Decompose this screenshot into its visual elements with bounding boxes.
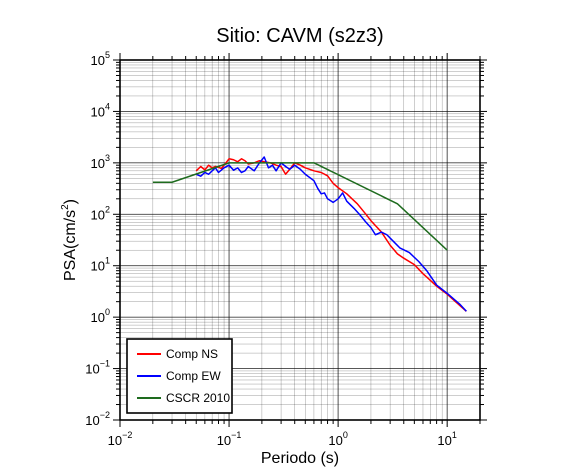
- x-tick-label: 10−1: [217, 430, 242, 448]
- y-axis-label: PSA(cm/s2): [60, 199, 79, 281]
- y-tick-label-exp: −1: [100, 359, 110, 369]
- x-tick-label-base: 10: [108, 433, 122, 448]
- y-tick-label-base: 10: [91, 156, 105, 171]
- x-tick-label-base: 10: [328, 433, 342, 448]
- x-tick-label: 10−2: [108, 430, 133, 448]
- y-tick-label-exp: 5: [105, 50, 110, 60]
- grid: [119, 59, 481, 421]
- plot-frame: [119, 59, 481, 421]
- x-tick-label-base: 10: [437, 433, 451, 448]
- y-tick-label-exp: −2: [100, 410, 110, 420]
- y-tick-label-exp: 1: [105, 256, 110, 266]
- y-tick-label-base: 10: [91, 310, 105, 325]
- y-tick-label-base: 10: [85, 362, 99, 377]
- y-tick-label: 102: [91, 204, 110, 222]
- legend-label-ns: Comp NS: [166, 347, 218, 361]
- legend-label-cscr: CSCR 2010: [166, 391, 230, 405]
- y-tick-label-exp: 3: [105, 153, 110, 163]
- y-tick-label: 103: [91, 153, 110, 171]
- y-tick-label-base: 10: [85, 413, 99, 428]
- legend: Comp NS Comp EW CSCR 2010: [126, 338, 233, 414]
- x-tick-label: 100: [328, 430, 347, 448]
- y-tick-label-base: 10: [91, 259, 105, 274]
- x-axis-label: Periodo (s): [261, 450, 339, 467]
- y-axis-label-close: ): [62, 199, 79, 204]
- y-tick-label: 10−2: [85, 410, 110, 428]
- x-tick-label-exp: 0: [343, 430, 348, 440]
- y-tick-label-exp: 4: [105, 101, 110, 111]
- y-tick-label: 104: [91, 101, 110, 119]
- y-tick-label-exp: 2: [105, 204, 110, 214]
- y-tick-label-base: 10: [91, 104, 105, 119]
- y-tick-label: 101: [91, 256, 110, 274]
- y-axis-label-exp: 2: [60, 204, 71, 210]
- y-tick-label: 100: [91, 307, 110, 325]
- series-line-comp-ew: [195, 156, 467, 312]
- x-tick-label-exp: 1: [452, 430, 457, 440]
- y-tick-label: 105: [91, 50, 110, 68]
- y-tick-label-base: 10: [91, 207, 105, 222]
- legend-label-ew: Comp EW: [166, 369, 221, 383]
- chart-title: Sitio: CAVM (s2z3): [216, 25, 383, 47]
- x-tick-label-exp: −2: [122, 430, 132, 440]
- series-line-comp-ns: [195, 158, 467, 312]
- y-tick-label-exp: 0: [105, 307, 110, 317]
- y-axis-label-main: PSA(cm/s: [62, 210, 79, 281]
- x-tick-label-exp: −1: [231, 430, 241, 440]
- series-line-cscr-2010: [152, 162, 448, 251]
- x-tick-label-base: 10: [217, 433, 231, 448]
- y-tick-label: 10−1: [85, 359, 110, 377]
- series-layer: [152, 156, 467, 312]
- x-tick-label: 101: [437, 430, 456, 448]
- y-tick-label-base: 10: [91, 53, 105, 68]
